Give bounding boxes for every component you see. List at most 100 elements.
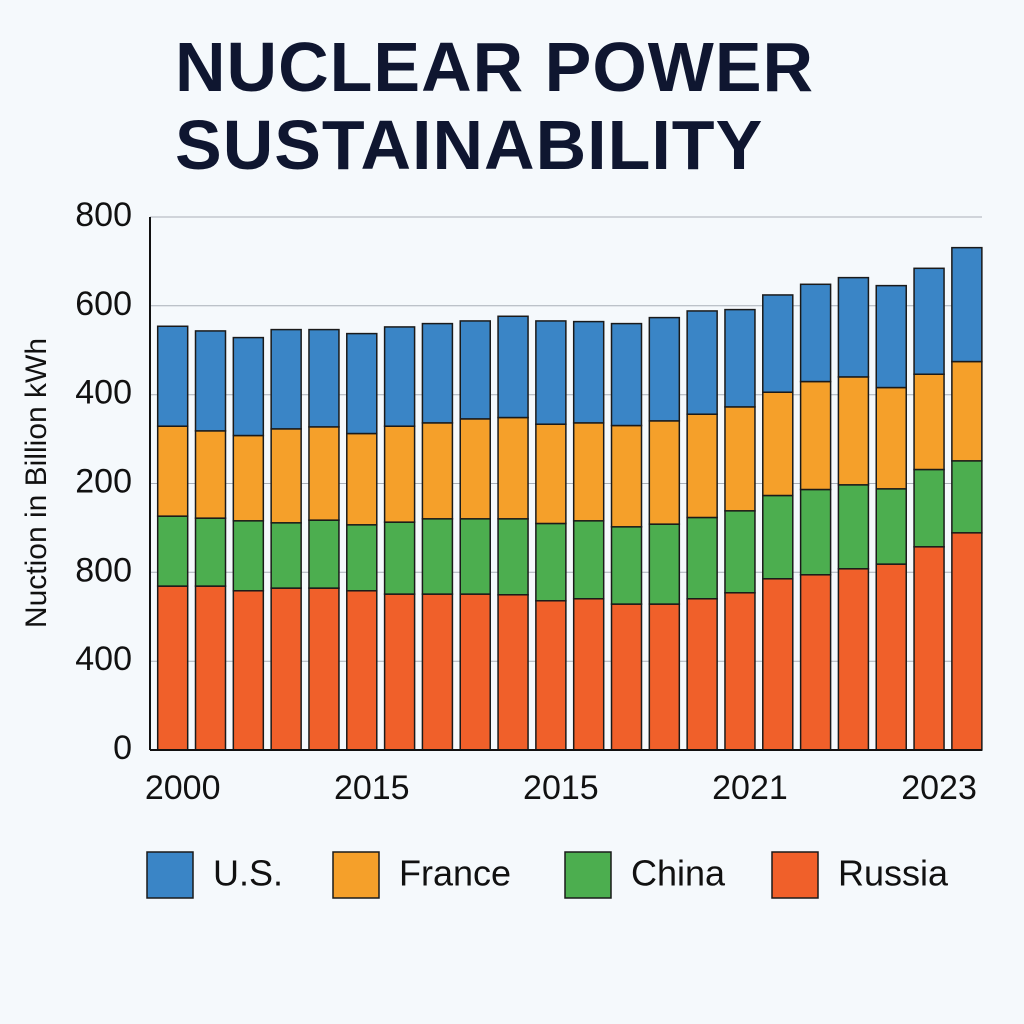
- bar-segment: [497, 315, 529, 419]
- bar-segment: [497, 416, 529, 520]
- bar-segment: [913, 373, 945, 471]
- legend-swatch: [332, 851, 380, 899]
- bar-segment: [232, 520, 265, 592]
- bar-segment: [799, 380, 832, 491]
- bar-segment: [232, 590, 265, 751]
- bar-segment: [346, 332, 378, 435]
- bar-segment: [421, 518, 454, 595]
- bar-segment: [724, 592, 756, 751]
- bar-segment: [346, 590, 378, 751]
- x-tick-label: 2015: [334, 769, 410, 807]
- bar-segment: [686, 413, 718, 519]
- bar-segment: [383, 425, 416, 523]
- bar-segment: [951, 246, 983, 363]
- bar-segment: [648, 523, 681, 605]
- bar-segment: [799, 574, 832, 751]
- bar-segment: [535, 320, 567, 425]
- legend-label: China: [631, 853, 726, 894]
- bar-segment: [724, 510, 756, 594]
- bar-segment: [610, 603, 643, 751]
- bar-segment: [459, 518, 491, 595]
- y-tick-label: 200: [75, 462, 132, 500]
- bar-segment: [572, 320, 605, 424]
- bar-segment: [913, 468, 945, 548]
- bar-segment: [459, 593, 491, 751]
- bar-segment: [875, 386, 907, 490]
- bar-segment: [194, 517, 227, 587]
- bar-segment: [383, 521, 416, 595]
- bar-segment: [535, 522, 567, 602]
- bar-segment: [194, 585, 227, 751]
- bar-segment: [270, 428, 302, 524]
- bar-segment: [497, 518, 529, 596]
- bar-segment: [194, 430, 227, 519]
- bar-segment: [686, 598, 718, 751]
- legend-swatch: [564, 851, 612, 899]
- bar-segment: [421, 422, 454, 520]
- bar-segment: [270, 522, 302, 589]
- bar-segment: [421, 322, 454, 424]
- legend-label: U.S.: [213, 853, 283, 894]
- bar-segment: [762, 494, 794, 580]
- bar-segment: [308, 587, 340, 751]
- bar-segment: [762, 294, 794, 393]
- bar-segment: [459, 320, 491, 420]
- legend-label: Russia: [838, 853, 949, 894]
- bar-segment: [686, 310, 718, 415]
- bar-segment: [762, 578, 794, 751]
- bar-segment: [762, 391, 794, 497]
- bar-segment: [346, 432, 378, 526]
- bar-segment: [232, 336, 265, 437]
- bar-segment: [913, 267, 945, 375]
- legend-swatch: [771, 851, 819, 899]
- bar-segment: [572, 520, 605, 600]
- y-tick-label: 400: [75, 640, 132, 678]
- bar-segment: [799, 283, 832, 383]
- bar-segment: [610, 424, 643, 528]
- bar-segment: [837, 484, 870, 570]
- bar-segment: [648, 316, 681, 422]
- bar-segment: [951, 532, 983, 751]
- bar-segment: [951, 460, 983, 534]
- bar-segment: [459, 418, 491, 520]
- bar-segment: [875, 284, 907, 389]
- bar-segment: [232, 434, 265, 522]
- bar-segment: [535, 600, 567, 751]
- bar-segment: [535, 423, 567, 525]
- bar-segment: [383, 593, 416, 751]
- bar-segment: [648, 420, 681, 525]
- legend-swatch: [146, 851, 194, 899]
- bar-segment: [837, 276, 870, 378]
- bar-segment: [572, 422, 605, 522]
- bar-segment: [610, 322, 643, 427]
- bar-segment: [875, 488, 907, 565]
- bar-segment: [156, 585, 189, 751]
- bar-segment: [308, 519, 340, 589]
- bar-segment: [270, 587, 302, 751]
- y-tick-label: 800: [75, 551, 132, 589]
- bar-segment: [383, 326, 416, 427]
- bar-segment: [156, 325, 189, 427]
- bar-segment: [270, 328, 302, 430]
- bar-segment: [951, 360, 983, 462]
- bar-segment: [308, 328, 340, 428]
- y-tick-label: 600: [75, 285, 132, 323]
- x-tick-label: 2023: [901, 769, 977, 807]
- bar-segment: [156, 425, 189, 517]
- bar-segment: [837, 376, 870, 486]
- bar-segment: [346, 524, 378, 592]
- y-tick-label: 800: [75, 196, 132, 234]
- bar-segment: [308, 426, 340, 521]
- chart-title: NUCLEAR POWER SUSTAINABILITY: [175, 28, 815, 184]
- bar-segment: [610, 526, 643, 605]
- bar-segment: [799, 488, 832, 576]
- y-tick-label: 0: [113, 729, 132, 767]
- bar-segment: [724, 308, 756, 408]
- bar-segment: [875, 563, 907, 751]
- bar-segment: [194, 330, 227, 432]
- bar-segment: [837, 568, 870, 751]
- bar-segment: [686, 516, 718, 600]
- bar-segment: [497, 594, 529, 751]
- y-axis-label: Nuction in Billion kWh: [20, 338, 53, 628]
